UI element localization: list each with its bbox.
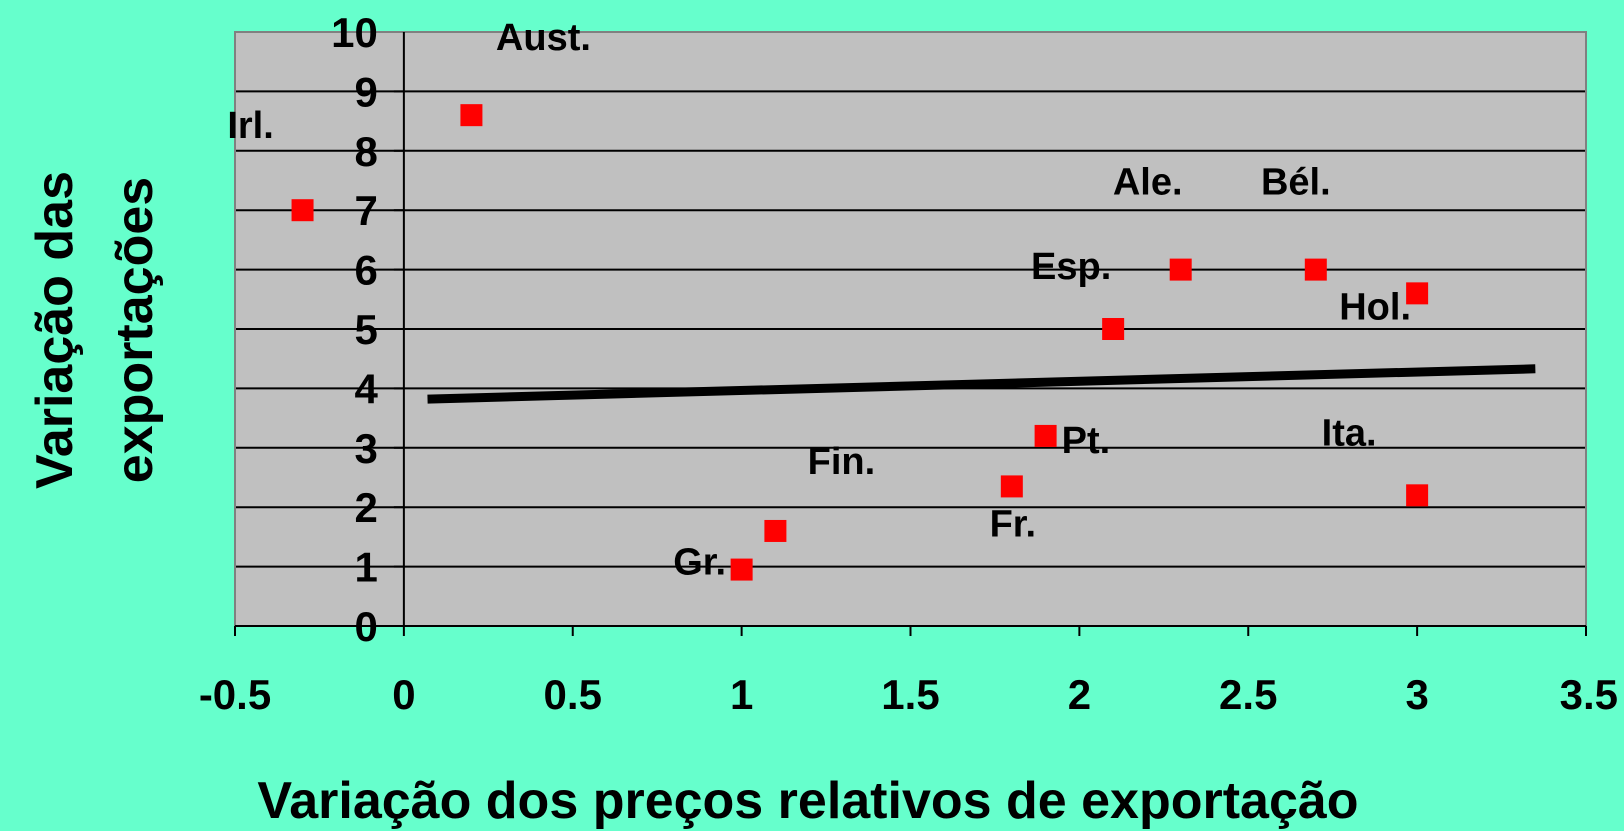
point-label: Pt. [1062, 420, 1111, 462]
point-label: Esp. [1031, 246, 1111, 288]
x-axis-title: Variação dos preços relativos de exporta… [257, 772, 1358, 830]
point-label: Fin. [808, 441, 876, 483]
data-point [1034, 424, 1057, 447]
point-label: Fr. [990, 503, 1036, 545]
y-tick-label: 4 [355, 365, 379, 412]
data-point [764, 519, 787, 542]
y-tick-label: 1 [355, 544, 378, 591]
x-tick-label: -0.5 [199, 671, 271, 718]
y-tick-label: 2 [355, 484, 378, 531]
data-point [1102, 318, 1125, 340]
x-tick-label: 3 [1405, 671, 1428, 718]
tick-labels: 0 1 2 3 4 5 6 7 8 9 10 -0.5 0 0.5 1 1.5 2 2.5 3 3.5 [199, 9, 1618, 718]
x-tick-label: 3.5 [1560, 671, 1618, 718]
data-point [730, 558, 753, 581]
point-label: Irl. [227, 105, 273, 147]
point-label: Aust. [496, 17, 591, 59]
point-label: Ale. [1113, 162, 1183, 204]
y-tick-label: 10 [331, 9, 378, 56]
y-tick-label: 7 [355, 187, 378, 234]
point-label: Gr. [673, 542, 726, 584]
trendline-group [427, 364, 1536, 404]
x-tick-label: 1.5 [881, 671, 939, 718]
data-point [1000, 475, 1023, 498]
x-tick-label: 0.5 [544, 671, 602, 718]
point-label: Bél. [1261, 162, 1331, 204]
point-label: Ita. [1322, 412, 1377, 454]
data-points [291, 104, 1429, 581]
data-point [1406, 282, 1429, 305]
data-point [291, 199, 314, 222]
data-point [1169, 258, 1192, 281]
x-tick-label: 2.5 [1219, 671, 1277, 718]
point-label: Hol. [1339, 286, 1411, 328]
data-point [460, 104, 483, 127]
y-tick-label: 8 [355, 128, 378, 175]
axes [234, 31, 1587, 636]
y-tick-label: 5 [355, 306, 378, 353]
x-tick-label: 0 [392, 671, 415, 718]
y-axis-title-line-2: exportações [106, 177, 164, 483]
trendline [427, 364, 1536, 404]
y-tick-label: 3 [355, 425, 378, 472]
data-point [1304, 258, 1327, 281]
y-axis-title: Variação das exportações [26, 171, 164, 489]
y-tick-label: 0 [355, 603, 378, 650]
y-tick-label: 9 [355, 68, 378, 115]
x-tick-label: 1 [730, 671, 753, 718]
x-tick-label: 2 [1068, 671, 1091, 718]
point-labels: Irl. Aust. Gr. Fin. Fr. Pt. Esp.Ale. Bél. Hol. It… [227, 17, 1411, 583]
y-axis-title-line-1: Variação das [26, 171, 84, 489]
data-point [1406, 484, 1429, 507]
y-tick-label: 6 [355, 247, 378, 294]
